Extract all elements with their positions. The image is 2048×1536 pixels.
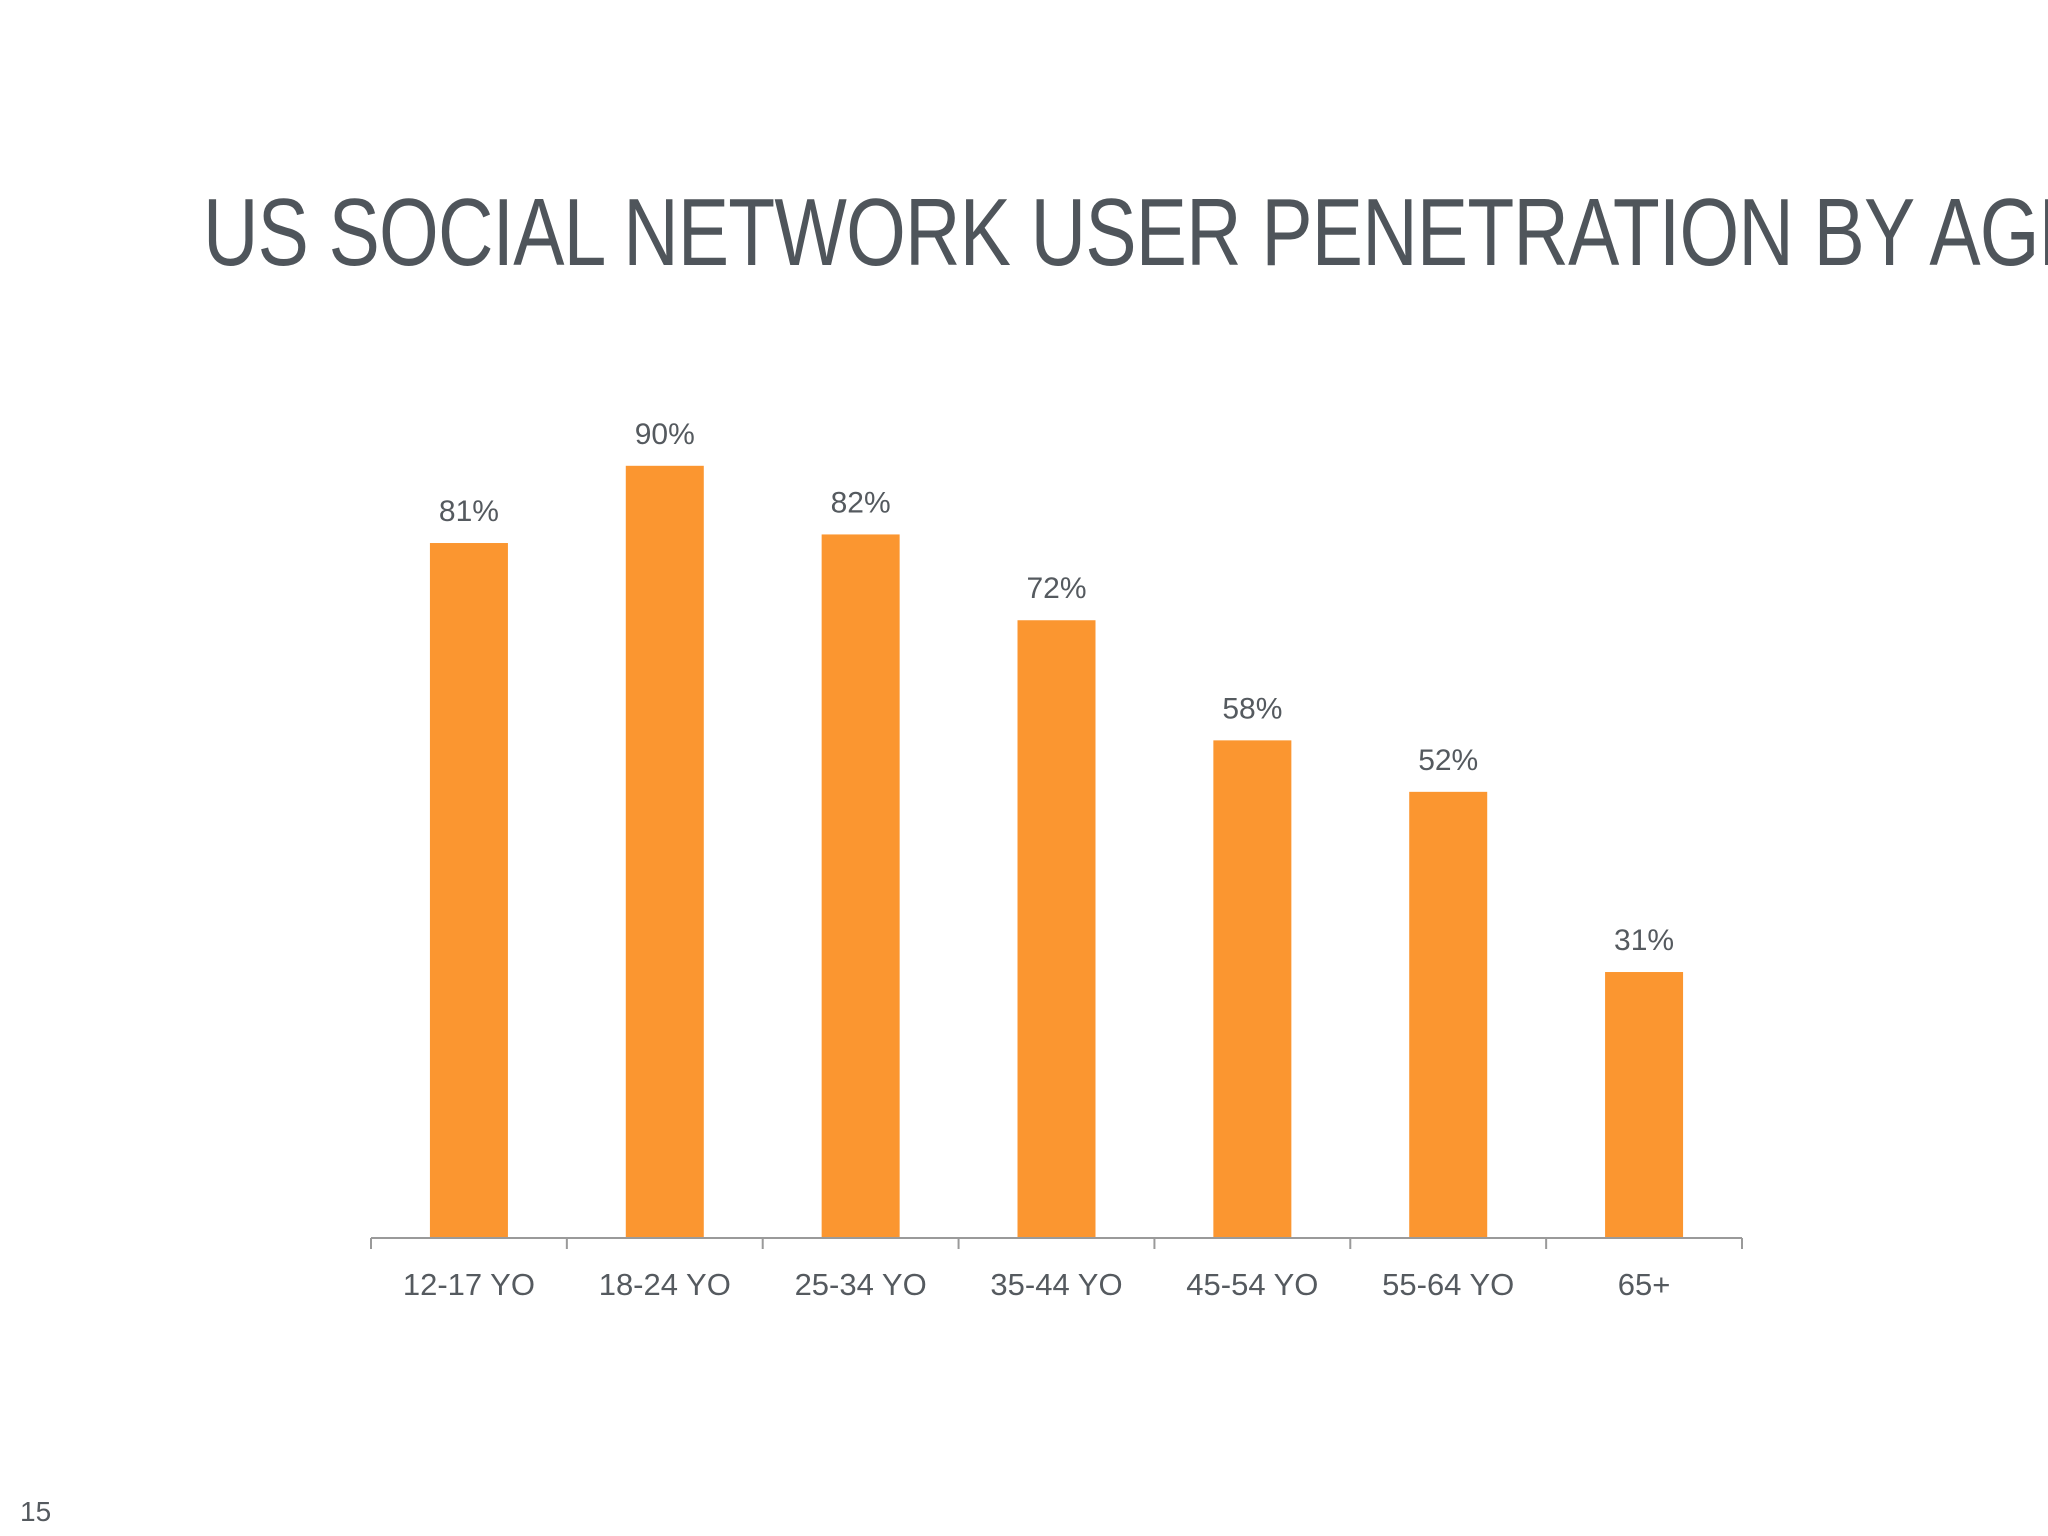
value-label-5: 52% — [1418, 744, 1478, 777]
x-axis — [370, 1237, 1743, 1249]
category-label-6: 65+ — [1618, 1267, 1671, 1302]
value-label-3: 72% — [1026, 572, 1086, 605]
bars-layer — [429, 465, 1684, 1238]
value-label-6: 31% — [1614, 924, 1674, 957]
chart-title: US SOCIAL NETWORK USER PENETRATION BY AG… — [203, 179, 2048, 286]
bar-3 — [1017, 620, 1096, 1238]
bar-4 — [1213, 740, 1292, 1238]
category-label-5: 55-64 YO — [1382, 1267, 1514, 1302]
bar-5 — [1409, 791, 1488, 1238]
value-label-0: 81% — [439, 495, 499, 528]
value-label-4: 58% — [1222, 692, 1282, 725]
bar-1 — [625, 465, 704, 1238]
value-label-1: 90% — [635, 418, 695, 451]
category-label-0: 12-17 YO — [403, 1267, 535, 1302]
category-label-3: 35-44 YO — [990, 1267, 1122, 1302]
page-number: 15 — [20, 1496, 52, 1527]
category-label-4: 45-54 YO — [1186, 1267, 1318, 1302]
value-label-2: 82% — [831, 486, 891, 519]
value-labels-layer: 81% 90% 82% 72% 58% 52% 31% — [439, 418, 1674, 957]
category-labels-layer: 12-17 YO 18-24 YO 25-34 YO 35-44 YO 45-54 YO… — [403, 1267, 1671, 1302]
category-label-1: 18-24 YO — [599, 1267, 731, 1302]
bar-6 — [1605, 972, 1684, 1238]
bar-0 — [429, 543, 508, 1238]
category-label-2: 25-34 YO — [795, 1267, 927, 1302]
bar-2 — [821, 534, 900, 1238]
